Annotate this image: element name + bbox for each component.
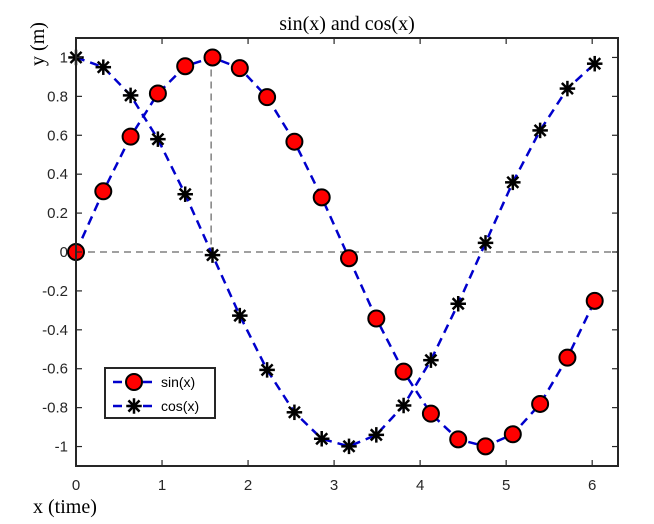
asterisk-stroke [127, 399, 141, 413]
asterisk-stroke [287, 405, 301, 419]
y-axis-label: y (m) [27, 22, 49, 66]
chart-title: sin(x) and cos(x) [279, 13, 415, 35]
asterisk-stroke [533, 123, 547, 137]
y-tick-label: 0.2 [47, 205, 68, 222]
asterisk-stroke [342, 439, 356, 453]
y-tick-label: 1 [60, 49, 68, 66]
x-tick-label: 6 [588, 477, 596, 494]
asterisk-stroke [124, 88, 138, 102]
data-point [423, 352, 439, 368]
y-tick-label: -0.2 [42, 283, 68, 300]
data-point [476, 437, 495, 456]
legend-marker [126, 398, 142, 414]
x-tick-label: 2 [244, 477, 252, 494]
data-point [532, 122, 548, 139]
asterisk-stroke [178, 187, 192, 201]
x-tick-label: 0 [72, 477, 80, 494]
data-point [259, 362, 275, 378]
asterisk-stroke [206, 248, 219, 262]
x-axis-label: x (time) [33, 496, 97, 518]
asterisk-stroke [588, 57, 602, 71]
y-tick-label: -0.4 [42, 322, 68, 339]
data-point [341, 438, 357, 455]
x-tick-label: 1 [158, 477, 166, 494]
series-layer [67, 48, 604, 456]
asterisk-stroke [233, 309, 247, 323]
x-tick-label: 3 [330, 477, 338, 494]
series-line-1 [75, 56, 596, 448]
data-point [94, 182, 113, 201]
data-point [95, 59, 112, 75]
y-tick-label: -0.6 [42, 361, 68, 378]
data-point [148, 84, 167, 103]
data-point [558, 348, 577, 367]
asterisk-stroke [369, 428, 383, 442]
y-tick-label: -0.8 [42, 400, 68, 417]
asterisk-stroke [506, 175, 520, 189]
series-points-1 [68, 49, 603, 455]
asterisk-stroke [451, 297, 465, 311]
legend-marker [125, 373, 143, 391]
x-tick-label: 5 [502, 477, 510, 494]
data-point [286, 404, 303, 421]
data-point [204, 247, 221, 263]
y-tick-label: 0.8 [47, 88, 68, 105]
legend-label: cos(x) [161, 398, 199, 414]
asterisk-stroke [96, 60, 110, 74]
data-point [121, 127, 140, 146]
legend-box [104, 367, 216, 419]
data-point [285, 132, 304, 151]
data-point [586, 55, 603, 72]
data-point [258, 88, 277, 107]
asterisk-stroke [151, 132, 165, 146]
data-point [559, 80, 576, 97]
asterisk-stroke [560, 82, 574, 96]
asterisk-stroke [315, 432, 329, 446]
data-point [449, 430, 468, 449]
data-point [150, 131, 166, 147]
asterisk-stroke [260, 363, 274, 377]
asterisk-stroke [424, 353, 438, 367]
y-tick-label: 0 [60, 244, 68, 261]
data-point [395, 397, 412, 414]
y-tick-label: -1 [55, 439, 68, 456]
data-point [203, 48, 222, 67]
data-point [177, 186, 193, 202]
y-tick-label: 0.6 [47, 127, 68, 144]
data-point [367, 309, 386, 328]
data-point [394, 362, 413, 381]
data-point [531, 394, 550, 413]
data-point [505, 174, 521, 191]
data-point [232, 307, 248, 324]
legend: sin(x) cos(x) [104, 367, 216, 419]
data-point [450, 295, 466, 312]
y-tick-label: 0.4 [47, 166, 68, 183]
data-point [340, 249, 359, 268]
data-point [122, 87, 139, 104]
data-point [421, 404, 440, 423]
data-point [585, 291, 604, 310]
data-point [313, 431, 330, 447]
data-point [368, 427, 385, 443]
series-points-0 [67, 48, 604, 456]
legend-label: sin(x) [161, 374, 195, 390]
data-point [176, 57, 195, 76]
asterisk-stroke [479, 236, 492, 250]
data-point [503, 425, 522, 444]
data-point [312, 188, 331, 207]
axis-ticks: 0 1 2 3 4 5 6 1 0.8 0.6 0.4 0.2 0 -0.2 -0.4 -0.6 -0.8 -1 [42, 38, 618, 494]
asterisk-stroke [397, 399, 411, 412]
x-tick-label: 4 [416, 477, 424, 494]
data-point [230, 59, 249, 78]
data-point [477, 235, 494, 251]
